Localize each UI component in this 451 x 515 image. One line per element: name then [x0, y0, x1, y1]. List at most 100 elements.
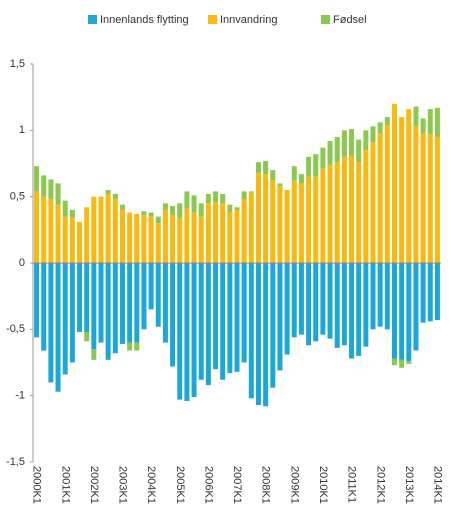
bar	[248, 192, 254, 263]
bar	[105, 263, 111, 360]
bar	[420, 263, 426, 323]
bar	[277, 263, 283, 371]
bar	[234, 207, 240, 210]
legend-swatch	[208, 15, 217, 24]
bar	[62, 263, 68, 375]
bar	[155, 263, 161, 327]
x-tick-label: 2014K1	[432, 466, 444, 504]
bar	[41, 263, 47, 351]
x-tick-label: 2010K1	[317, 466, 329, 504]
bar	[384, 263, 390, 330]
bar	[341, 130, 347, 157]
bar	[349, 263, 355, 359]
legend-label: Innenlands flytting	[100, 14, 189, 26]
x-tick-label: 2004K1	[145, 466, 157, 504]
bar	[227, 263, 233, 374]
bar	[391, 263, 397, 359]
x-tick-label: 2000K1	[31, 466, 43, 504]
bar	[270, 263, 276, 388]
bar	[205, 203, 211, 263]
bar	[91, 263, 97, 350]
bar	[141, 215, 147, 263]
bar	[155, 216, 161, 224]
bar	[69, 217, 75, 263]
bar	[291, 166, 297, 181]
bar	[291, 180, 297, 263]
bar	[220, 263, 226, 380]
bar	[270, 180, 276, 263]
bar	[370, 142, 376, 263]
bar	[298, 183, 304, 263]
bar	[191, 195, 197, 213]
bar	[284, 263, 290, 355]
x-tick-label: 2006K1	[202, 466, 214, 504]
bar	[427, 263, 433, 322]
bar	[84, 207, 90, 263]
bar	[69, 263, 75, 363]
bar	[162, 263, 168, 343]
bar	[356, 162, 362, 263]
bar	[377, 122, 383, 133]
bar	[427, 109, 433, 135]
bar	[112, 263, 118, 354]
bar	[213, 191, 219, 202]
bar	[370, 263, 376, 330]
x-tick-label: 2005K1	[174, 466, 186, 504]
bar	[134, 213, 140, 263]
bar	[384, 117, 390, 126]
bar	[134, 263, 140, 343]
bar	[284, 190, 290, 263]
bar	[420, 132, 426, 263]
bar	[41, 196, 47, 263]
bar	[320, 168, 326, 263]
bar	[148, 212, 154, 217]
bar	[34, 191, 40, 263]
bar	[306, 263, 312, 346]
bar	[162, 203, 168, 210]
bar	[227, 212, 233, 263]
bar	[341, 263, 347, 346]
bar	[241, 199, 247, 263]
bar	[119, 263, 125, 344]
bar	[127, 342, 133, 351]
bar	[34, 166, 40, 192]
x-tick-label: 2009K1	[288, 466, 300, 504]
bar	[55, 204, 61, 263]
bar	[413, 106, 419, 127]
bar	[91, 196, 97, 263]
bar	[427, 134, 433, 263]
bar	[55, 183, 61, 205]
bar	[313, 176, 319, 263]
bar	[220, 194, 226, 204]
x-tick-label: 2003K1	[117, 466, 129, 504]
bar	[327, 263, 333, 339]
y-tick-label: -0,5	[6, 323, 25, 335]
bar	[220, 203, 226, 263]
bar	[334, 136, 340, 163]
legend-label: Fødsel	[333, 14, 367, 26]
bar	[434, 107, 440, 137]
bar	[384, 125, 390, 263]
legend-swatch	[321, 15, 330, 24]
bar	[370, 126, 376, 143]
bar	[377, 263, 383, 327]
y-tick-label: -1,5	[6, 456, 25, 468]
bar	[198, 203, 204, 217]
bar	[313, 154, 319, 177]
bar	[184, 208, 190, 263]
bar	[420, 118, 426, 133]
bar	[399, 359, 405, 368]
y-tick-label: 1,5	[10, 58, 25, 70]
bar	[406, 263, 412, 362]
bar	[105, 190, 111, 195]
bar	[263, 174, 269, 263]
x-tick-label: 2011K1	[346, 466, 358, 503]
bar	[105, 194, 111, 263]
bar	[155, 223, 161, 263]
bar	[141, 211, 147, 216]
bar	[213, 201, 219, 263]
bar	[413, 126, 419, 263]
bar	[391, 358, 397, 366]
bar	[62, 216, 68, 263]
